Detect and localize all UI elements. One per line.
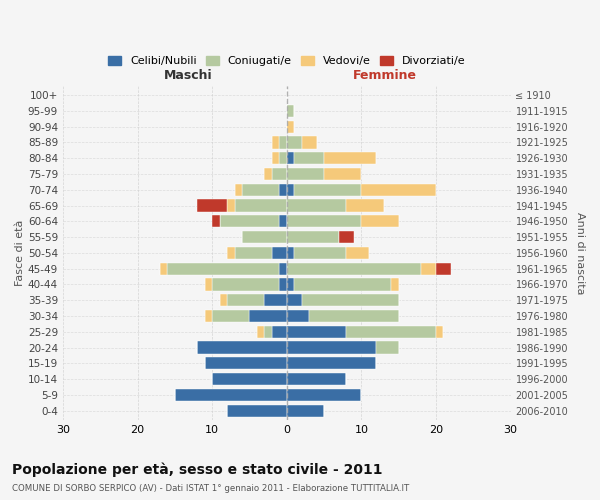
Bar <box>294 246 346 259</box>
Bar <box>272 152 279 164</box>
Bar <box>294 278 391 290</box>
Text: Popolazione per età, sesso e stato civile - 2011: Popolazione per età, sesso e stato civil… <box>12 462 383 477</box>
Text: Femmine: Femmine <box>353 70 417 82</box>
Bar <box>287 357 376 370</box>
Bar <box>324 152 376 164</box>
Bar <box>436 326 443 338</box>
Bar <box>212 373 287 386</box>
Bar <box>287 152 294 164</box>
Bar <box>346 326 436 338</box>
Bar <box>346 246 369 259</box>
Bar <box>302 294 398 306</box>
Bar <box>294 152 324 164</box>
Bar <box>287 326 346 338</box>
Bar <box>242 184 279 196</box>
Bar <box>287 168 324 180</box>
Text: COMUNE DI SORBO SERPICO (AV) - Dati ISTAT 1° gennaio 2011 - Elaborazione TUTTITA: COMUNE DI SORBO SERPICO (AV) - Dati ISTA… <box>12 484 409 493</box>
Bar <box>287 373 346 386</box>
Bar <box>279 278 287 290</box>
Bar <box>324 168 361 180</box>
Bar <box>287 262 421 275</box>
Bar <box>287 294 302 306</box>
Bar <box>279 136 287 148</box>
Bar <box>272 326 287 338</box>
Text: Maschi: Maschi <box>164 70 212 82</box>
Bar <box>175 388 287 401</box>
Bar <box>361 184 436 196</box>
Bar <box>287 120 294 133</box>
Bar <box>227 246 235 259</box>
Legend: Celibi/Nubili, Coniugati/e, Vedovi/e, Divorziati/e: Celibi/Nubili, Coniugati/e, Vedovi/e, Di… <box>103 51 470 70</box>
Bar <box>197 342 287 353</box>
Bar <box>265 294 287 306</box>
Bar <box>309 310 398 322</box>
Bar <box>272 168 287 180</box>
Bar <box>287 104 294 117</box>
Y-axis label: Anni di nascita: Anni di nascita <box>575 212 585 294</box>
Bar <box>257 326 265 338</box>
Bar <box>287 215 361 228</box>
Y-axis label: Fasce di età: Fasce di età <box>15 220 25 286</box>
Bar <box>421 262 436 275</box>
Bar <box>287 342 376 353</box>
Bar <box>227 404 287 417</box>
Bar <box>279 184 287 196</box>
Bar <box>220 215 279 228</box>
Bar <box>287 136 302 148</box>
Bar <box>235 184 242 196</box>
Bar <box>212 278 279 290</box>
Bar <box>279 152 287 164</box>
Bar <box>167 262 279 275</box>
Bar <box>235 200 287 211</box>
Bar <box>287 184 294 196</box>
Bar <box>302 136 317 148</box>
Bar <box>391 278 398 290</box>
Bar <box>346 200 384 211</box>
Bar <box>287 278 294 290</box>
Bar <box>272 246 287 259</box>
Bar <box>339 231 354 243</box>
Bar <box>265 326 272 338</box>
Bar <box>287 200 346 211</box>
Bar <box>361 215 398 228</box>
Bar <box>287 231 339 243</box>
Bar <box>220 294 227 306</box>
Bar <box>287 246 294 259</box>
Bar <box>242 231 287 243</box>
Bar <box>272 136 279 148</box>
Bar <box>250 310 287 322</box>
Bar <box>160 262 167 275</box>
Bar <box>279 262 287 275</box>
Bar <box>265 168 272 180</box>
Bar <box>212 215 220 228</box>
Bar <box>227 294 265 306</box>
Bar <box>376 342 398 353</box>
Bar <box>197 200 227 211</box>
Bar <box>287 388 361 401</box>
Bar <box>227 200 235 211</box>
Bar <box>294 184 361 196</box>
Bar <box>205 278 212 290</box>
Bar <box>205 310 212 322</box>
Bar <box>235 246 272 259</box>
Bar <box>436 262 451 275</box>
Bar <box>287 404 324 417</box>
Bar <box>287 310 309 322</box>
Bar <box>212 310 250 322</box>
Bar <box>279 215 287 228</box>
Bar <box>205 357 287 370</box>
